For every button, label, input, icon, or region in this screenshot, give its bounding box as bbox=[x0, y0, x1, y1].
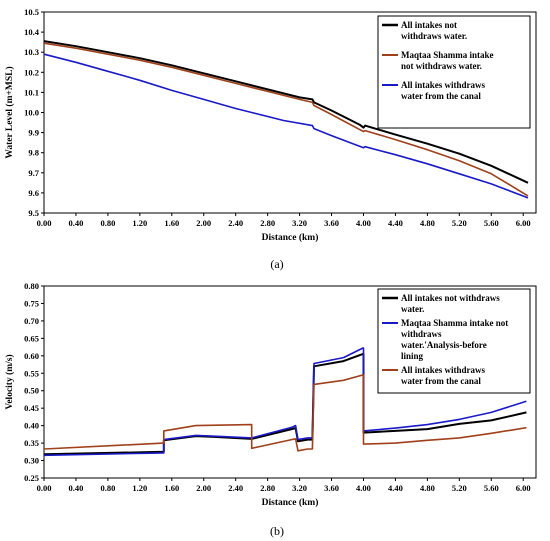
x-tick-label: 5.20 bbox=[452, 483, 467, 493]
series-line-3 bbox=[43, 374, 527, 452]
x-tick-label: 3.20 bbox=[292, 218, 307, 228]
legend-label-line: not withdraws water. bbox=[401, 61, 482, 71]
caption-b: (b) bbox=[270, 524, 284, 538]
x-tick-label: 1.60 bbox=[164, 483, 179, 493]
legend bbox=[377, 15, 531, 129]
x-tick-label: 3.20 bbox=[292, 483, 307, 493]
legend-label-line: water.'Analysis-before bbox=[401, 340, 487, 350]
y-tick-label: 9.9 bbox=[28, 128, 39, 138]
y-tick-label: 10.5 bbox=[24, 7, 39, 17]
y-tick-label: 10.0 bbox=[24, 108, 39, 118]
panel-b: 0.25 0.30 0.35 0.40 0.45 0.50 0.55 0.60 0.65 0.70… bbox=[4, 281, 537, 508]
legend-label-line: All intakes not withdraws bbox=[401, 293, 500, 303]
x-tick-label: 0.00 bbox=[37, 483, 52, 493]
y-tick-label: 0.65 bbox=[24, 333, 39, 343]
legend-label-line: water from the canal bbox=[401, 91, 481, 101]
x-tick-label: 0.80 bbox=[100, 218, 115, 228]
legend-label-line: water. bbox=[401, 304, 424, 314]
x-tick-label: 3.60 bbox=[324, 483, 339, 493]
x-tick-label: 4.40 bbox=[388, 483, 403, 493]
panel-a: 9.5 9.6 9.7 9.8 9.9 10.0 10.1 10.2 10.3 10.4 10.5 0… bbox=[4, 7, 537, 243]
x-tick-label: 0.40 bbox=[69, 218, 84, 228]
series-line-2 bbox=[43, 42, 529, 197]
y-tick-label: 9.5 bbox=[28, 208, 39, 218]
x-tick-label: 2.00 bbox=[196, 483, 211, 493]
x-tick-label: 6.00 bbox=[516, 218, 531, 228]
x-tick-label: 4.40 bbox=[388, 218, 403, 228]
y-tick-label: 0.80 bbox=[24, 281, 39, 291]
y-tick-label: 0.70 bbox=[24, 316, 39, 326]
y-tick-label: 10.1 bbox=[24, 87, 39, 97]
y-tick-label: 9.8 bbox=[28, 148, 39, 158]
x-tick-label: 2.00 bbox=[196, 218, 211, 228]
x-tick-label: 0.80 bbox=[100, 483, 115, 493]
y-tick-label: 0.35 bbox=[24, 438, 39, 448]
y-tick-label: 0.30 bbox=[24, 456, 39, 466]
legend-label-line: lining bbox=[401, 351, 424, 361]
x-tick-label: 5.60 bbox=[484, 218, 499, 228]
y-tick-label: 10.4 bbox=[24, 27, 40, 37]
y-tick-label: 0.40 bbox=[24, 421, 39, 431]
legend-label-line: withdraws bbox=[401, 329, 442, 339]
x-tick-label: 0.40 bbox=[69, 483, 84, 493]
x-tick-label: 4.80 bbox=[420, 218, 435, 228]
x-tick-label: 2.80 bbox=[260, 483, 275, 493]
legend-label-line: All intakes withdraws bbox=[401, 80, 486, 90]
legend-label-line: withdraws water. bbox=[401, 31, 467, 41]
y-tick-label: 9.6 bbox=[28, 188, 39, 198]
x-tick-label: 3.60 bbox=[324, 218, 339, 228]
y-axis-label: Water Level (m+MSL) bbox=[4, 66, 15, 158]
x-tick-label: 1.20 bbox=[132, 483, 147, 493]
legend-label-line: Maqtaa Shamma intake bbox=[401, 50, 494, 60]
y-tick-label: 9.7 bbox=[28, 168, 39, 178]
y-axis-label: Velocity (m/s) bbox=[4, 354, 15, 409]
x-axis-label: Distance (km) bbox=[262, 497, 319, 508]
y-tick-label: 0.55 bbox=[24, 368, 39, 378]
x-tick-label: 1.60 bbox=[164, 218, 179, 228]
y-tick-label: 10.2 bbox=[24, 67, 39, 77]
x-tick-label: 2.40 bbox=[228, 483, 243, 493]
legend-label-3: All intakes withdraws water from the cana… bbox=[401, 365, 486, 386]
legend-label-line: Maqtaa Shamma intake not bbox=[401, 318, 508, 328]
legend-label-2: Maqtaa Shamma intake not withdraws water.'… bbox=[401, 318, 508, 361]
legend bbox=[377, 288, 531, 394]
x-tick-label: 2.40 bbox=[228, 218, 243, 228]
y-tick-label: 0.60 bbox=[24, 351, 39, 361]
legend-label-1: All intakes not withdraws water. bbox=[401, 293, 500, 314]
x-tick-label: 5.20 bbox=[452, 218, 467, 228]
x-tick-label: 2.80 bbox=[260, 218, 275, 228]
legend-label-2: Maqtaa Shamma intake not withdraws water. bbox=[401, 50, 494, 71]
x-tick-label: 4.00 bbox=[356, 218, 371, 228]
legend-label-line: All intakes withdraws bbox=[401, 365, 486, 375]
x-axis-label: Distance (km) bbox=[262, 232, 319, 243]
y-tick-label: 0.50 bbox=[24, 386, 39, 396]
x-tick-label: 4.00 bbox=[356, 483, 371, 493]
y-tick-label: 0.75 bbox=[24, 298, 39, 308]
series-line-1 bbox=[43, 40, 529, 184]
legend-label-line: All intakes not bbox=[401, 20, 457, 30]
y-tick-label: 10.3 bbox=[24, 47, 39, 57]
legend-label-1: All intakes not withdraws water. bbox=[401, 20, 467, 41]
caption-a: (a) bbox=[270, 257, 283, 271]
legend-label-line: water from the canal bbox=[401, 376, 481, 386]
x-tick-label: 6.00 bbox=[516, 483, 531, 493]
series-line-3 bbox=[43, 53, 529, 199]
legend-label-3: All intakes withdraws water from the cana… bbox=[401, 80, 486, 101]
x-tick-label: 5.60 bbox=[484, 483, 499, 493]
x-tick-label: 4.80 bbox=[420, 483, 435, 493]
y-tick-label: 0.25 bbox=[24, 473, 39, 483]
x-tick-label: 1.20 bbox=[132, 218, 147, 228]
x-tick-label: 0.00 bbox=[37, 218, 52, 228]
y-tick-label: 0.45 bbox=[24, 403, 39, 413]
